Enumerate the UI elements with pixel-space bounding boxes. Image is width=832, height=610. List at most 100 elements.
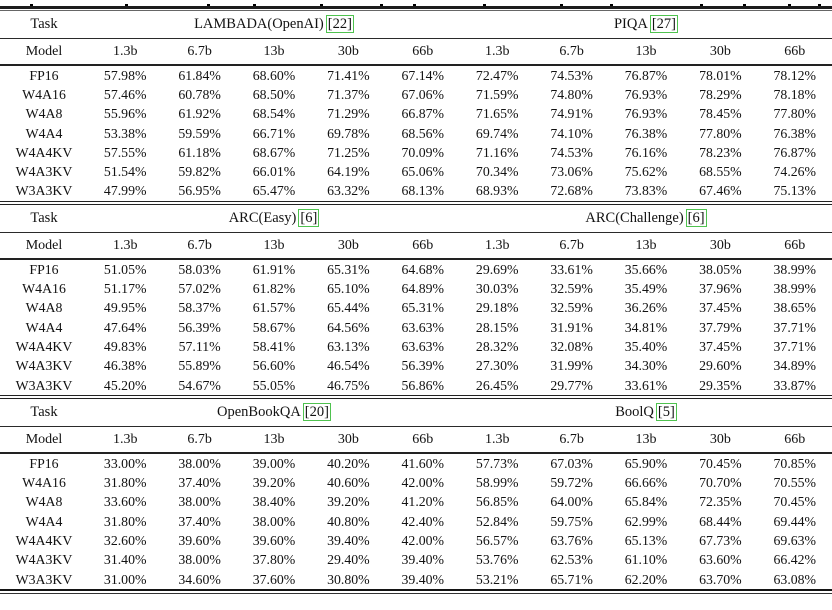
value-cell: 75.13%: [773, 183, 817, 199]
task-label: Task: [30, 210, 58, 227]
size-header: 66b: [412, 431, 434, 447]
value-cell: 65.90%: [624, 455, 668, 471]
citation-link[interactable]: [27]: [649, 15, 678, 33]
citation-link[interactable]: [6]: [685, 209, 707, 228]
value-cell: 74.80%: [550, 86, 593, 102]
task-row: Task ARC(Easy) [6] ARC(Challenge) [6]: [0, 205, 832, 232]
size-header: 13b: [263, 43, 285, 59]
value-cell: 40.20%: [327, 455, 370, 471]
value-cell: 31.40%: [103, 552, 147, 568]
table-row: W4A3KV 51.54% 59.82% 66.01% 64.19% 65.06% 70.3…: [0, 162, 832, 181]
value-cell: 73.06%: [550, 164, 593, 180]
value-cell: 68.56%: [401, 125, 445, 141]
value-cell: 49.95%: [103, 300, 147, 316]
value-cell: 42.00%: [401, 475, 445, 491]
value-cell: 38.00%: [178, 552, 221, 568]
value-cell: 31.80%: [103, 475, 147, 491]
value-cell: 61.10%: [624, 552, 668, 568]
value-cell: 70.45%: [773, 494, 817, 510]
value-cell: 76.93%: [624, 86, 668, 102]
value-cell: 78.12%: [773, 67, 817, 83]
benchmark-name: LAMBADA(OpenAI): [194, 16, 324, 32]
value-cell: 71.25%: [327, 144, 370, 160]
value-cell: 30.03%: [475, 281, 519, 297]
benchmark-header: BoolQ [5]: [460, 403, 832, 422]
value-cell: 66.42%: [773, 552, 817, 568]
value-cell: 59.75%: [550, 513, 593, 529]
citation-link[interactable]: [6]: [298, 209, 320, 228]
size-header: 1.3b: [484, 431, 510, 447]
citation-link[interactable]: [22]: [325, 15, 354, 33]
value-cell: 64.56%: [327, 319, 370, 335]
value-cell: 61.84%: [178, 67, 221, 83]
table-section: Task OpenBookQA [20] BoolQ [5] Model 1.3b 6.7b 1…: [0, 399, 832, 595]
value-cell: 68.54%: [252, 106, 296, 122]
size-header: 1.3b: [484, 237, 510, 253]
value-cell: 38.40%: [252, 494, 296, 510]
model-name: W4A3KV: [15, 552, 73, 568]
size-header: 30b: [337, 43, 359, 59]
benchmark-name: ARC(Easy): [228, 210, 297, 227]
value-cell: 68.67%: [252, 144, 296, 160]
model-name: W3A3KV: [15, 377, 73, 393]
size-header: 6.7b: [187, 237, 212, 253]
value-cell: 39.60%: [252, 532, 296, 548]
model-name: W4A4: [25, 319, 63, 335]
benchmark-name: ARC(Challenge): [585, 210, 684, 227]
section-divider-rule: [0, 201, 832, 206]
value-cell: 68.50%: [252, 86, 296, 102]
value-cell: 78.18%: [773, 86, 817, 102]
value-cell: 78.01%: [699, 67, 742, 83]
value-cell: 57.73%: [475, 455, 519, 471]
model-name: W4A4KV: [15, 532, 73, 548]
model-name: W4A3KV: [15, 164, 73, 180]
size-header: 13b: [263, 431, 285, 447]
value-cell: 65.31%: [401, 300, 445, 316]
value-cell: 29.18%: [475, 300, 519, 316]
size-header: 6.7b: [559, 237, 584, 253]
value-cell: 76.93%: [624, 106, 668, 122]
value-cell: 57.11%: [178, 338, 221, 354]
value-cell: 39.40%: [327, 532, 370, 548]
size-header: 30b: [709, 43, 731, 59]
benchmark-results-table: Task LAMBADA(OpenAI) [22] PIQA [27] Model 1.3b…: [0, 4, 832, 595]
size-header: 6.7b: [187, 431, 212, 447]
value-cell: 39.40%: [401, 571, 445, 587]
model-name: W4A4KV: [15, 338, 73, 354]
table-row: W4A4KV 57.55% 61.18% 68.67% 71.25% 70.09% 71.1…: [0, 143, 832, 162]
value-cell: 38.99%: [773, 281, 817, 297]
value-cell: 56.60%: [252, 358, 296, 374]
value-cell: 38.00%: [178, 494, 221, 510]
value-cell: 37.40%: [178, 475, 221, 491]
value-cell: 74.91%: [550, 106, 593, 122]
value-cell: 58.99%: [475, 475, 519, 491]
value-cell: 56.57%: [475, 532, 519, 548]
citation-link[interactable]: [20]: [302, 403, 331, 422]
value-cell: 69.78%: [327, 125, 370, 141]
value-cell: 65.31%: [327, 261, 370, 277]
task-row: Task LAMBADA(OpenAI) [22] PIQA [27]: [0, 11, 832, 38]
value-cell: 63.63%: [401, 319, 445, 335]
citation-link[interactable]: [5]: [655, 403, 677, 422]
size-header: 30b: [709, 431, 731, 447]
value-cell: 28.15%: [475, 319, 519, 335]
value-cell: 65.84%: [624, 494, 668, 510]
value-cell: 52.84%: [475, 513, 519, 529]
value-cell: 71.37%: [327, 86, 370, 102]
size-header: 66b: [784, 431, 806, 447]
value-cell: 78.29%: [699, 86, 742, 102]
benchmark-header: LAMBADA(OpenAI) [22]: [88, 15, 460, 33]
value-cell: 69.44%: [773, 513, 817, 529]
value-cell: 58.37%: [178, 300, 221, 316]
value-cell: 29.60%: [699, 358, 742, 374]
value-cell: 56.85%: [475, 494, 519, 510]
value-cell: 30.80%: [327, 571, 370, 587]
value-cell: 33.61%: [550, 261, 593, 277]
model-name: W4A16: [22, 281, 66, 297]
value-cell: 27.30%: [475, 358, 519, 374]
table-row: FP16 57.98% 61.84% 68.60% 71.41% 67.14% 72.47%…: [0, 66, 832, 85]
value-cell: 53.38%: [103, 125, 147, 141]
value-cell: 51.05%: [103, 261, 147, 277]
model-name: W4A4: [25, 513, 63, 529]
value-cell: 67.06%: [401, 86, 445, 102]
